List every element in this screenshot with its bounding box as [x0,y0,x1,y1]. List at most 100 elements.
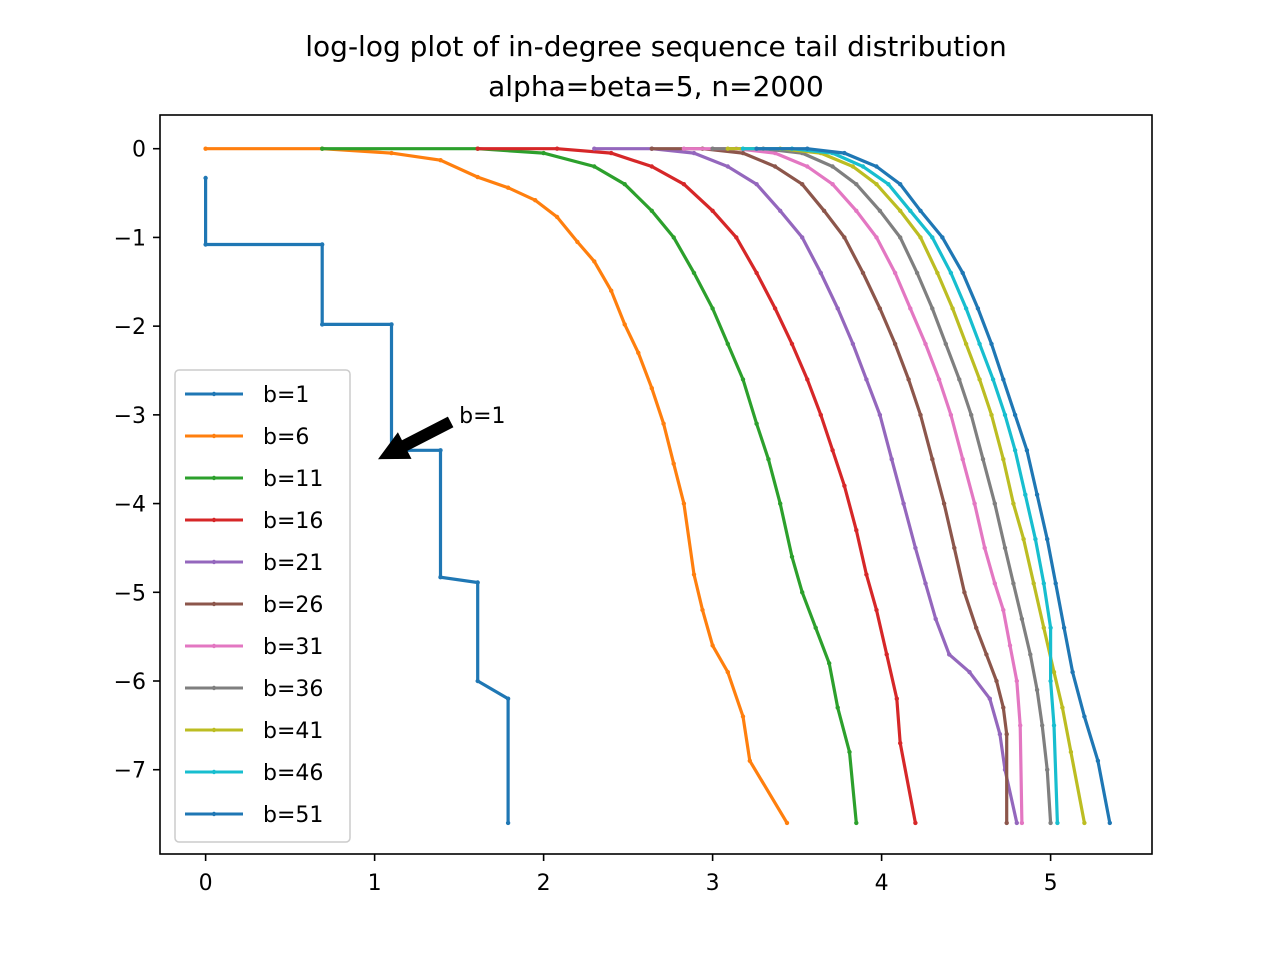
data-point-b=11-4 [622,182,627,187]
data-point-b=1-11 [505,820,511,826]
data-point-b=1-3 [320,322,325,327]
data-point-b=41-16 [1041,625,1047,630]
data-point-b=6-17 [691,572,697,577]
data-point-b=11-3 [592,164,597,169]
data-point-b=11-9 [725,341,730,347]
legend-marker-b=16 [211,517,217,523]
data-point-b=16-1 [554,146,560,151]
data-point-b=51-7 [960,270,965,276]
data-point-b=16-15 [864,572,869,577]
legend-marker-b=46 [211,769,217,775]
data-point-b=11-2 [541,150,546,156]
legend-marker-b=51 [211,811,217,817]
data-point-b=21-15 [923,581,928,586]
data-point-b=1-9 [475,678,480,684]
data-point-b=11-16 [813,625,818,630]
data-point-b=16-7 [754,270,759,276]
data-point-b=41-3 [850,164,856,169]
data-point-b=31-19 [1018,723,1023,728]
data-point-b=21-16 [933,616,938,622]
data-point-b=36-16 [1019,616,1025,622]
series-group [203,146,1113,826]
legend-marker-b=11 [211,475,217,481]
data-point-b=26-20 [1004,732,1009,737]
data-point-b=21-19 [987,696,992,701]
data-point-b=6-21 [740,714,746,719]
data-point-b=51-3 [874,164,879,169]
data-point-b=31-10 [936,377,942,382]
x-tick-label: 2 [537,871,551,896]
data-point-b=6-5 [505,185,511,190]
data-point-b=1-6 [438,448,443,453]
y-tick-label: −2 [114,315,146,340]
data-point-b=46-18 [1051,723,1057,728]
data-point-b=1-0 [203,175,208,181]
x-tick-label: 1 [368,871,382,896]
data-point-b=51-13 [1034,492,1040,497]
data-point-b=26-12 [930,457,935,462]
data-point-b=6-19 [710,643,715,648]
legend-label-b=51: b=51 [263,803,323,828]
data-point-b=36-7 [914,270,920,276]
data-point-b=11-8 [710,306,715,311]
data-point-b=26-0 [649,146,654,151]
data-point-b=31-2 [772,150,778,156]
data-point-b=46-12 [1012,448,1018,453]
data-point-b=51-0 [754,146,759,151]
data-point-b=16-17 [884,652,889,657]
data-point-b=16-2 [609,150,614,156]
y-tick-label: −6 [114,670,146,695]
data-point-b=36-21 [1048,820,1053,826]
data-point-b=11-17 [827,661,832,666]
data-point-b=36-9 [943,341,948,347]
data-point-b=21-22 [1014,820,1019,826]
data-point-b=36-20 [1045,767,1050,772]
data-point-b=26-9 [892,341,898,347]
data-point-b=11-12 [766,457,771,462]
data-point-b=1-1 [203,242,208,247]
data-point-b=26-16 [974,625,979,630]
data-point-b=41-12 [1001,457,1006,462]
data-point-b=41-15 [1031,581,1036,586]
x-tick-label: 3 [706,871,720,896]
data-point-b=41-13 [1011,501,1016,506]
data-point-b=21-18 [967,669,972,675]
data-point-b=46-5 [908,208,913,213]
data-point-b=16-4 [681,182,687,187]
data-point-b=16-13 [842,483,847,488]
data-point-b=6-2 [389,150,394,156]
data-point-b=41-8 [950,306,955,311]
data-point-b=6-22 [747,758,752,763]
data-point-b=21-13 [901,501,906,506]
legend-label-b=26: b=26 [263,593,323,618]
series-line-b=6 [205,147,789,824]
data-point-b=31-13 [972,501,977,506]
data-point-b=11-0 [320,146,325,151]
data-point-b=46-15 [1041,581,1047,586]
data-point-b=26-7 [860,270,866,276]
data-point-b=11-18 [835,705,840,710]
data-point-b=26-6 [842,235,847,240]
data-point-b=6-11 [622,322,627,327]
y-tick-label: −4 [114,493,146,518]
data-point-b=26-11 [918,412,923,418]
data-point-b=51-5 [918,208,923,213]
data-point-b=11-7 [691,270,697,276]
x-tick-label: 5 [1044,871,1058,896]
legend-label-b=1: b=1 [263,383,309,408]
data-point-b=36-17 [1028,652,1033,657]
data-point-b=16-6 [734,235,739,240]
data-point-b=51-2 [842,150,847,156]
x-tick-label: 4 [875,871,889,896]
data-point-b=36-8 [930,306,935,311]
x-tick-label: 0 [199,871,213,896]
data-point-b=31-11 [948,412,954,418]
data-point-b=26-3 [772,164,778,169]
data-point-b=31-15 [992,581,997,586]
data-point-b=1-7 [438,575,443,580]
data-point-b=36-4 [854,182,859,187]
data-point-b=36-15 [1011,581,1016,586]
data-point-b=51-15 [1053,581,1058,586]
data-point-b=41-10 [977,377,982,382]
